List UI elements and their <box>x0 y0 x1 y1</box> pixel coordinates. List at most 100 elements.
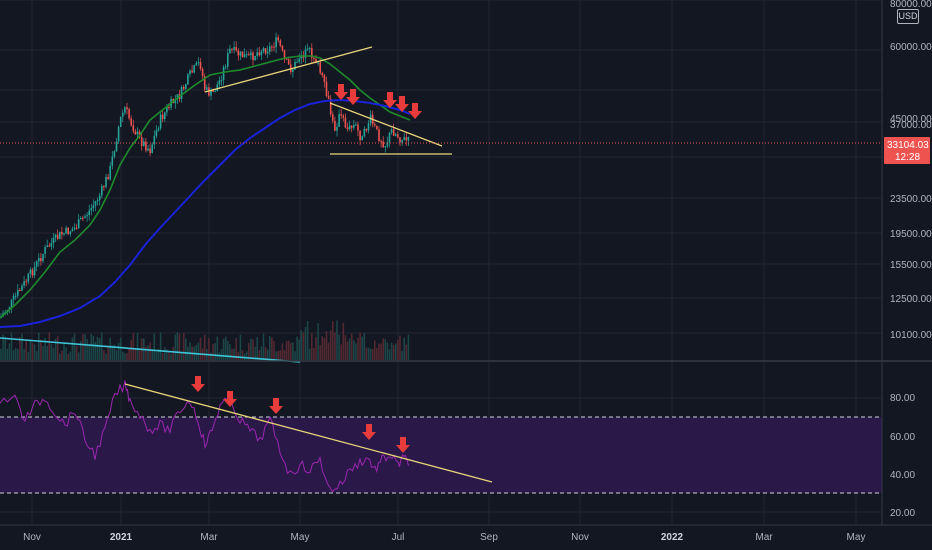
volume-bar <box>126 353 128 360</box>
volume-bar <box>56 335 59 360</box>
time-tick: May <box>847 532 866 543</box>
volume-bar <box>371 348 374 360</box>
rsi-axis[interactable]: 80.00 60.00 40.00 20.00 <box>890 393 915 519</box>
candle-body <box>86 215 88 217</box>
volume-bar <box>166 349 168 360</box>
volume-bar <box>35 351 38 360</box>
price-tick: 60000.00 <box>890 42 932 53</box>
candle-body <box>214 91 216 93</box>
time-tick: 2022 <box>661 532 684 543</box>
candle-body <box>71 228 74 232</box>
volume-bar <box>216 336 219 360</box>
candle-body <box>252 52 254 61</box>
current-price-tag <box>884 137 930 164</box>
candle-body <box>283 50 286 59</box>
volume-bar <box>260 346 263 360</box>
volume-bar <box>23 348 25 360</box>
volume-bar <box>367 347 370 360</box>
volume-bar <box>332 321 334 360</box>
candle-body <box>132 125 135 132</box>
volume-bar <box>84 334 86 360</box>
volume-bar <box>38 332 40 360</box>
candle-body <box>359 130 361 141</box>
candle-body <box>65 227 67 234</box>
red-arrow-icon <box>396 437 410 453</box>
candle-body <box>140 137 143 146</box>
candle-body <box>353 124 355 128</box>
red-arrow-icon <box>395 96 409 112</box>
candle-body <box>308 48 311 50</box>
currency-label[interactable]: USD <box>897 9 919 24</box>
candle-body <box>382 141 384 148</box>
candle-body <box>147 148 149 151</box>
candle-body <box>241 51 244 58</box>
time-axis[interactable]: Nov 2021 Mar May Jul Sep Nov 2022 Mar Ma… <box>23 532 865 543</box>
candle-body <box>151 144 153 153</box>
price-axis[interactable]: 80000.00 60000.00 45000.00 37000.00 2350… <box>890 0 932 341</box>
time-tick: 2021 <box>110 532 133 543</box>
candle-body <box>136 131 139 135</box>
volume-bar <box>19 336 21 360</box>
volume-bar <box>252 339 254 360</box>
volume-bar <box>111 345 114 360</box>
volume-bar <box>227 341 229 360</box>
red-arrow-annotations <box>191 84 422 453</box>
candle-body <box>216 84 219 92</box>
candle-body <box>235 47 237 51</box>
candle-body <box>262 48 265 52</box>
candle-body <box>264 48 267 54</box>
volume-bar <box>302 332 305 360</box>
candle-body <box>281 45 284 51</box>
candle-body <box>193 65 195 73</box>
candle-body <box>266 51 269 54</box>
red-arrow-icon <box>223 391 237 407</box>
candle-body <box>403 137 405 140</box>
volume-bar <box>128 348 130 360</box>
volume-bar <box>256 337 258 360</box>
volume-bar <box>130 340 132 360</box>
candle-body <box>384 146 387 148</box>
volume-bar <box>355 343 357 360</box>
volume-bar <box>168 351 170 360</box>
candle-body <box>124 107 126 113</box>
time-tick: Mar <box>200 532 218 543</box>
candle-body <box>355 124 357 126</box>
volume-bar <box>407 334 410 360</box>
red-arrow-icon <box>383 92 397 108</box>
volume-bar <box>235 338 237 360</box>
candle-body <box>287 59 290 65</box>
candle-body <box>201 68 204 77</box>
volume-bar <box>61 350 63 360</box>
volume-bar <box>277 350 279 360</box>
volume-bar <box>350 333 353 360</box>
volume-bar <box>73 333 76 360</box>
volume-bar <box>220 348 223 360</box>
candle-body <box>350 125 353 128</box>
candle-body <box>336 126 338 131</box>
volume-bar <box>199 337 202 360</box>
volume-bar <box>313 347 315 360</box>
candle-body <box>269 46 271 52</box>
candle-body <box>319 62 321 73</box>
time-tick: May <box>291 532 310 543</box>
volume-bar <box>159 332 162 360</box>
candle-body <box>304 49 307 58</box>
volume-bar <box>67 353 69 360</box>
rsi-line <box>0 380 409 493</box>
volume-bar <box>388 349 391 360</box>
candle-body <box>14 295 17 297</box>
price-tick: 19500.00 <box>890 229 932 240</box>
volume-bar <box>0 348 2 360</box>
candle-body <box>342 115 345 118</box>
volume-bar <box>264 347 267 360</box>
candle-body <box>109 165 111 180</box>
volume-bar <box>273 340 275 360</box>
candle-body <box>311 48 313 58</box>
volume-bar <box>117 342 120 360</box>
volume-bar <box>395 343 397 360</box>
volume-bar <box>254 346 256 360</box>
volume-bar <box>245 351 248 360</box>
volume-bar <box>292 342 294 360</box>
